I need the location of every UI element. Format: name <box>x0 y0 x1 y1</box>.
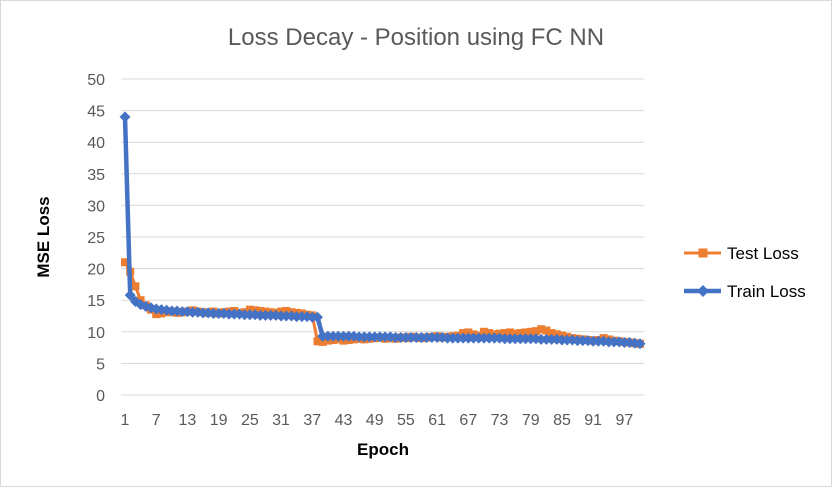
x-tick-label: 19 <box>210 412 228 429</box>
legend-item: Test Loss <box>684 244 799 263</box>
y-tick-label: 25 <box>87 230 105 247</box>
data-point <box>505 328 514 337</box>
x-tick-label: 13 <box>179 412 197 429</box>
data-point <box>313 337 322 346</box>
legend-item: Train Loss <box>684 282 806 301</box>
data-point <box>121 258 129 267</box>
y-tick-label: 40 <box>87 135 105 152</box>
y-tick-label: 50 <box>87 72 105 89</box>
legend: Test Loss Train Loss <box>684 244 806 301</box>
legend-swatch-marker <box>698 248 708 258</box>
x-tick-label: 85 <box>553 412 571 429</box>
x-tick-label: 43 <box>335 412 353 429</box>
x-tick-label: 79 <box>522 412 540 429</box>
data-point <box>479 327 488 336</box>
y-tick-label: 35 <box>87 167 105 184</box>
data-point <box>464 328 473 337</box>
y-axis-ticks: 0 5 10 15 20 25 30 35 40 45 50 <box>87 72 105 405</box>
data-point <box>500 329 509 338</box>
x-tick-label: 25 <box>241 412 259 429</box>
data-point <box>521 328 530 337</box>
gridlines <box>121 78 644 364</box>
y-axis-title: MSE Loss <box>34 196 53 277</box>
x-tick-label: 91 <box>584 412 602 429</box>
data-point <box>119 111 131 123</box>
y-tick-label: 45 <box>87 104 105 121</box>
x-tick-label: 97 <box>615 412 633 429</box>
data-point <box>542 326 551 335</box>
x-tick-label: 37 <box>303 412 321 429</box>
x-axis-ticks: 1 7 13 19 25 31 37 43 49 55 61 67 73 79 85 91 97 <box>121 412 634 429</box>
y-tick-label: 20 <box>87 262 105 279</box>
x-tick-label: 67 <box>459 412 477 429</box>
data-point <box>516 329 525 338</box>
y-tick-label: 15 <box>87 293 105 310</box>
data-point <box>311 311 323 323</box>
x-tick-label: 73 <box>491 412 509 429</box>
series-train-loss <box>119 111 646 350</box>
data-point <box>318 337 327 346</box>
x-tick-label: 55 <box>397 412 415 429</box>
y-tick-label: 30 <box>87 198 105 215</box>
x-tick-label: 31 <box>272 412 290 429</box>
data-point <box>634 338 646 350</box>
chart-title: Loss Decay - Position using FC NN <box>228 24 604 51</box>
data-point <box>537 325 546 334</box>
data-point <box>547 329 556 338</box>
x-tick-label: 49 <box>366 412 384 429</box>
x-tick-label: 7 <box>152 412 161 429</box>
x-tick-label: 1 <box>121 412 130 429</box>
legend-label: Train Loss <box>727 282 806 301</box>
legend-label: Test Loss <box>727 244 799 263</box>
series-plot-area <box>119 111 646 350</box>
x-axis-title: Epoch <box>357 440 409 459</box>
y-tick-label: 0 <box>96 388 105 405</box>
y-tick-label: 5 <box>96 356 105 373</box>
data-point <box>531 327 540 336</box>
x-tick-label: 61 <box>428 412 446 429</box>
data-point <box>526 327 535 336</box>
data-point <box>131 282 140 291</box>
data-point <box>124 289 136 301</box>
legend-swatch-marker <box>697 285 709 297</box>
y-tick-label: 10 <box>87 325 105 342</box>
